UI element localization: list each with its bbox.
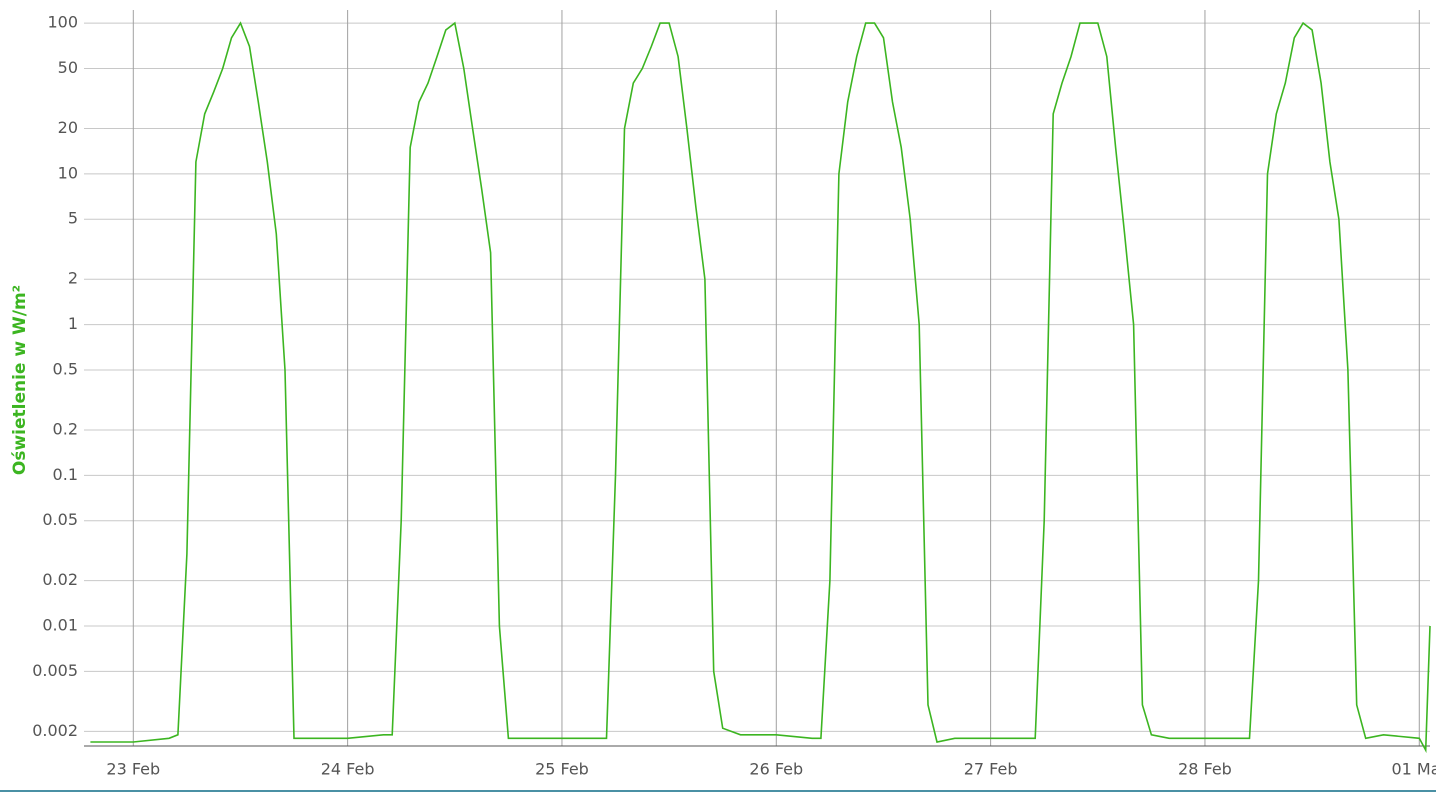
x-tick-label: 25 Feb [535, 760, 589, 779]
x-tick-label: 28 Feb [1178, 760, 1232, 779]
y-tick-label: 50 [58, 58, 78, 77]
y-tick-label: 0.005 [32, 661, 78, 680]
y-tick-label: 2 [68, 269, 78, 288]
y-tick-label: 0.1 [53, 465, 78, 484]
y-tick-label: 20 [58, 118, 78, 137]
y-tick-label: 0.5 [53, 359, 78, 378]
y-tick-label: 0.02 [42, 570, 78, 589]
data-line [90, 21, 1431, 754]
y-axis-label: Oświetlenie w W/m² [10, 285, 30, 475]
y-tick-label: 5 [68, 209, 78, 228]
y-tick-label: 10 [58, 163, 78, 182]
y-tick-label: 0.2 [53, 419, 78, 438]
y-tick-label: 0.01 [42, 616, 78, 635]
y-tick-label: 0.05 [42, 510, 78, 529]
x-tick-label: 01 Mar [1391, 760, 1436, 779]
x-tick-label: 23 Feb [106, 760, 160, 779]
y-tick-label: 0.002 [32, 721, 78, 740]
x-tick-label: 24 Feb [321, 760, 375, 779]
y-tick-label: 100 [47, 13, 78, 32]
x-tick-label: 26 Feb [749, 760, 803, 779]
x-tick-label: 27 Feb [964, 760, 1018, 779]
y-tick-label: 1 [68, 314, 78, 333]
